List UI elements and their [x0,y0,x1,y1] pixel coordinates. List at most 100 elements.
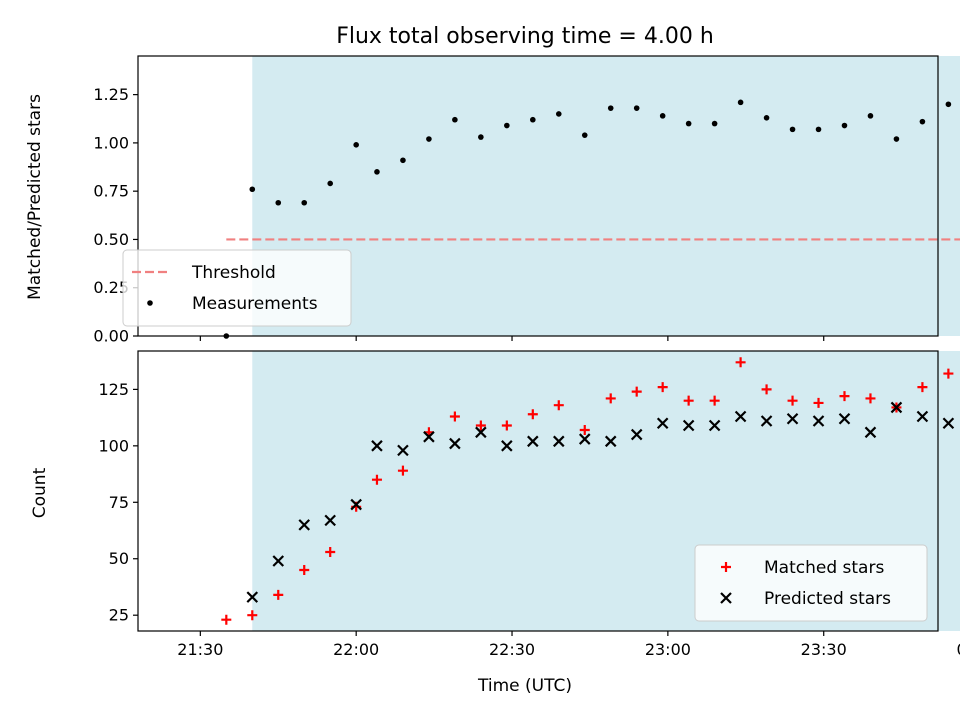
x-tick-label: 21:30 [177,640,223,659]
y-tick-label: 100 [98,436,129,455]
measurement-point [893,136,900,142]
measurement-point [815,126,822,133]
legend-measurement-swatch [147,300,153,306]
y-tick-label: 0.75 [93,182,129,201]
top-ylabel: Matched/Predicted stars [25,94,45,300]
predicted-star-marker [246,591,259,603]
predicted-star-marker [501,440,513,452]
legend: Threshold Measurements [122,249,352,327]
predicted-star-marker [942,417,955,430]
measurement-point [400,157,406,164]
chart-title: Flux total observing time = 4.00 h [336,24,714,49]
matched-star-marker [527,409,538,420]
matched-star-marker [273,589,284,600]
matched-star-marker [221,614,232,625]
predicted-star-marker [298,519,311,531]
measurement-point [711,120,718,127]
predicted-star-marker [656,417,669,430]
matched-star-marker [299,565,310,576]
predicted-star-marker [604,435,617,448]
legend-label: Measurements [192,294,318,314]
y-tick-label: 75 [109,493,129,512]
predicted-star-marker [423,431,435,443]
measurement-point [763,114,770,121]
matched-star-marker [631,386,642,397]
matched-star-marker [579,425,590,436]
legend-box [122,249,352,327]
predicted-star-marker [734,410,747,423]
y-tick-label: 1.00 [93,133,129,152]
matched-star-marker [371,474,382,485]
matched-star-marker [501,420,512,431]
matched-star-marker [397,465,408,476]
measurement-point [607,105,614,111]
y-tick-label: 0.25 [93,278,129,297]
matched-star-marker [787,395,798,406]
measurement-point [581,132,588,138]
measurement-point [504,122,510,129]
measurement-point [945,101,952,108]
x-tick-label: 22:30 [489,640,535,659]
legend: Matched stars Predicted stars [694,544,928,622]
measurement-point [685,120,692,127]
measurement-point [301,199,308,206]
legend-label: Predicted stars [764,589,891,609]
measurement-point [374,169,380,175]
y-tick-label: 50 [109,549,129,568]
predicted-star-marker [812,415,825,427]
matched-star-marker [943,368,954,379]
observing-window-shading [252,56,960,336]
plot-frame [137,55,939,337]
predicted-star-marker [890,401,903,414]
y-tick-label: 0.50 [93,230,129,249]
measurement-point [530,116,536,123]
matched-star-marker [839,391,850,402]
measurement-point [789,126,796,133]
matched-star-marker [553,400,564,411]
measurement-point [555,111,562,117]
measurement-point [633,105,640,111]
predicted-star-marker [449,437,461,450]
matched-star-marker [247,610,258,621]
measurement-point [478,134,484,140]
legend-box [694,544,928,622]
matched-star-marker [917,382,928,393]
measurement-point [426,136,432,142]
measurement-point [275,199,282,206]
predicted-star-marker [397,444,409,457]
x-tick-label: 23:30 [801,640,847,659]
matched-star-marker [605,393,616,404]
measurement-point [659,113,666,119]
matched-star-marker [735,357,746,368]
predicted-star-marker [916,410,929,423]
y-tick-label: 0.00 [93,327,129,346]
legend-label: Threshold [191,263,276,283]
y-tick-label: 1.25 [93,85,129,104]
matched-star-marker [657,382,668,393]
top-panel: 0.00 0.25 0.50 0.75 1.00 1.25 Threshold Measure… [93,55,960,346]
matched-star-marker [761,384,772,395]
predicted-star-marker [838,412,851,425]
predicted-star-marker [786,412,799,425]
predicted-star-marker [760,415,773,427]
matched-star-marker [475,420,486,431]
x-tick-label: 22:00 [333,640,379,659]
bottom-panel: 21:3022:0022:3023:0023:3000:0000:3001:00… [98,350,960,659]
measurement-point [737,99,744,106]
predicted-star-marker [527,435,539,448]
predicted-star-marker [371,440,383,452]
plot-frame [137,350,939,632]
matched-star-marker [449,411,460,422]
x-tick-label: 23:00 [645,640,691,659]
predicted-star-marker [475,426,487,439]
predicted-star-marker [630,428,643,441]
predicted-star-marker [682,419,695,432]
matched-star-marker [813,397,824,408]
predicted-star-marker [864,426,877,439]
legend-label: Matched stars [764,558,884,578]
predicted-star-marker [708,419,721,432]
measurement-point [249,186,256,193]
matched-star-marker [325,546,336,557]
measurement-point [867,113,874,119]
predicted-star-marker [324,514,336,527]
